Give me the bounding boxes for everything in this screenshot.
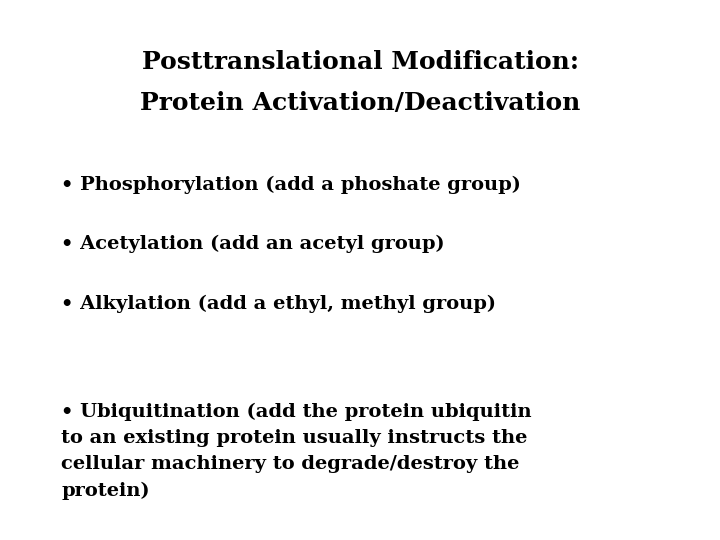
Text: • Phosphorylation (add a phoshate group): • Phosphorylation (add a phoshate group) (61, 176, 521, 194)
Text: • Alkylation (add a ethyl, methyl group): • Alkylation (add a ethyl, methyl group) (61, 294, 496, 313)
Text: • Acetylation (add an acetyl group): • Acetylation (add an acetyl group) (61, 235, 445, 253)
Text: • Ubiquitination (add the protein ubiquitin
to an existing protein usually instr: • Ubiquitination (add the protein ubiqui… (61, 402, 532, 500)
Text: Posttranslational Modification:: Posttranslational Modification: (142, 50, 578, 74)
Text: Protein Activation/Deactivation: Protein Activation/Deactivation (140, 91, 580, 114)
